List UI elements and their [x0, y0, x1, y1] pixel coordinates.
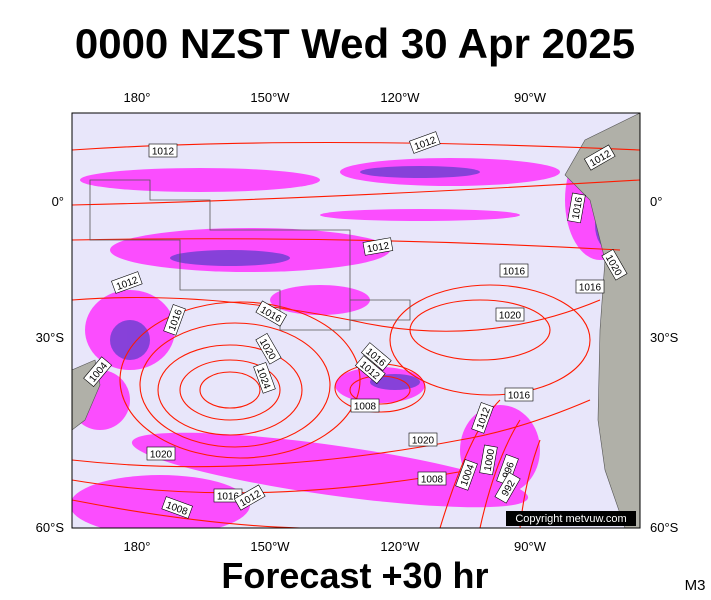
isobar-label-box [83, 356, 113, 388]
isobar-label-group: 1016 [504, 387, 534, 402]
isobar-label-box [253, 362, 276, 394]
isobar-label-box [408, 432, 438, 447]
left-lat-label: 60°S [36, 520, 65, 535]
isobar-label-box [575, 279, 605, 294]
isobar-label-box [499, 263, 529, 278]
isobar-label-group: 1020 [408, 432, 438, 447]
isobar-label-box [233, 484, 266, 511]
isobar-label-group: 1012 [362, 237, 394, 256]
isobar-label-box [111, 271, 143, 294]
left-lat-label: 0° [52, 194, 64, 209]
isobar-label: 1012 [366, 241, 390, 256]
isobar-label-box [601, 248, 628, 281]
bottom-lon-label: 180° [124, 539, 151, 554]
isobar-label-box [161, 496, 193, 519]
map-frame [71, 112, 641, 529]
bottom-lon-label: 90°W [514, 539, 547, 554]
isobar-label: 1020 [499, 311, 522, 322]
right-lat-label: 30°S [650, 330, 679, 345]
top-lon-label: 180° [124, 90, 151, 105]
right-lat-label: 60°S [650, 520, 679, 535]
isobar-label-group: 1016 [575, 279, 605, 294]
map-area [72, 113, 640, 528]
isobar-label-group: 1020 [495, 307, 525, 322]
right-lat-label: 0° [650, 194, 662, 209]
isobar-label-box [504, 387, 534, 402]
isobar-label: 1008 [421, 475, 444, 486]
isobar-label-group: 1008 [350, 398, 380, 413]
isobar-label: 1016 [503, 267, 526, 278]
isobar-label: 1012 [152, 147, 175, 158]
isobar-label-box [146, 446, 176, 461]
isobar-label: 1016 [571, 196, 586, 220]
isobar-label-box [255, 332, 282, 365]
isobar-label: 1020 [150, 450, 173, 461]
isobar-label: 1020 [412, 436, 435, 447]
top-lon-label: 150°W [250, 90, 290, 105]
isobar-label-group: 1016 [567, 192, 586, 224]
bottom-lon-label: 120°W [380, 539, 420, 554]
isobar-label-box [583, 144, 616, 171]
isobar-label-group: 1016 [499, 263, 529, 278]
isobar-label-group: 1020 [146, 446, 176, 461]
isobar-label-box [350, 398, 380, 413]
isobar-label: 1000 [483, 448, 498, 472]
isobar-label-box [417, 471, 447, 486]
isobar-label: 1016 [508, 391, 531, 402]
isobar-label-box [163, 304, 186, 336]
forecast-footer: Forecast +30 hr [221, 555, 488, 596]
isobar-label-box [495, 307, 525, 322]
left-lat-label: 30°S [36, 330, 65, 345]
isobar-label-group: 1008 [417, 471, 447, 486]
top-lon-label: 120°W [380, 90, 420, 105]
bottom-lon-label: 150°W [250, 539, 290, 554]
top-lon-label: 90°W [514, 90, 547, 105]
copyright-box [506, 511, 636, 526]
isobar-label-box [567, 192, 586, 224]
isobar-label: 1016 [579, 283, 602, 294]
isobar-label-box [148, 143, 178, 158]
isobar-label-box [255, 300, 288, 327]
model-id: M3 [685, 577, 706, 594]
isobar-label-box [494, 471, 521, 504]
isobar-label-box [409, 131, 441, 154]
isobar-label-group: 1012 [148, 143, 178, 158]
isobar-label: 1008 [354, 402, 377, 413]
isobar-label-box [354, 355, 386, 385]
isobar-label-box [479, 444, 498, 476]
map-title: 0000 NZST Wed 30 Apr 2025 [75, 20, 635, 67]
isobar-label-group: 1000 [479, 444, 498, 476]
isobar-label-box [471, 402, 494, 434]
isobar-label-box [362, 237, 394, 256]
isobar-label-box [360, 342, 392, 372]
isobar-label: 1016 [217, 492, 240, 503]
isobar-label-box [455, 459, 478, 491]
copyright: Copyright metvuw.com [515, 513, 626, 525]
